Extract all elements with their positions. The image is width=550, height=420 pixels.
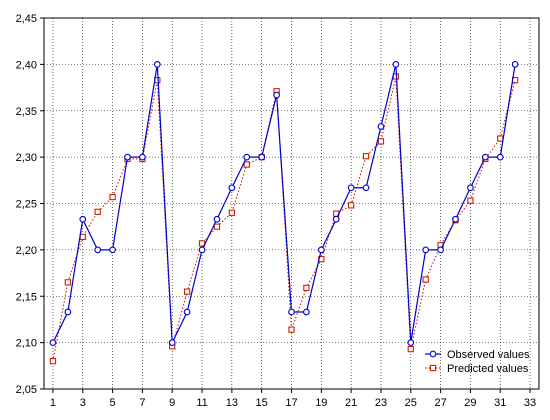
predicted-values-point (303, 284, 310, 292)
observed-values-point (273, 91, 280, 99)
predicted-values-point (243, 161, 250, 168)
observed-values-point (213, 215, 221, 223)
observed-values-point (124, 153, 131, 161)
observed-values-point (407, 339, 415, 346)
observed-values-point (437, 246, 444, 254)
observed-values-point (332, 215, 340, 223)
x-tick-label: 21 (345, 397, 357, 409)
observed-values-point (79, 215, 87, 223)
observed-values-legend-label: Observed values (447, 349, 530, 361)
predicted-values-point (288, 326, 295, 333)
x-tick-label: 23 (375, 397, 387, 409)
observed-values-point (228, 184, 236, 192)
x-tick-label: 15 (256, 397, 268, 409)
axes: 2,052,102,152,202,252,302,352,402,451 3 5 7… (16, 13, 537, 409)
predicted-values-point (94, 208, 101, 215)
x-tick-label: 17 (285, 397, 297, 409)
x-tick-label: 19 (315, 397, 327, 409)
observed-values-point (49, 339, 57, 346)
x-tick-label: 1 (50, 397, 56, 409)
series (49, 61, 519, 365)
predicted-values-point (49, 358, 57, 365)
observed-values-point (347, 184, 355, 192)
y-tick-label: 2,45 (16, 13, 37, 25)
x-tick-label: 9 (169, 397, 175, 409)
observed-values-point (377, 123, 385, 130)
predicted-values-point (347, 202, 355, 209)
observed-values-point (198, 246, 206, 254)
observed-values-point (153, 61, 161, 68)
observed-values-point (317, 246, 325, 254)
x-tick-label: 7 (139, 397, 145, 409)
legend: Observed values Predicted values (425, 349, 530, 375)
observed-values-legend-marker (429, 350, 437, 358)
predicted-values-point (422, 276, 429, 283)
observed-values-point (467, 184, 474, 192)
predicted-values-legend-label: Predicted values (447, 363, 529, 375)
observed-values-point (64, 308, 72, 316)
observed-values-point (392, 61, 400, 68)
y-tick-label: 2,40 (16, 59, 37, 71)
y-tick-label: 2,25 (16, 199, 37, 211)
y-tick-label: 2,30 (16, 152, 37, 164)
grid (44, 17, 539, 390)
observed-values-point (452, 215, 459, 223)
predicted-values-point (467, 197, 474, 204)
x-tick-label: 11 (196, 397, 207, 409)
predicted-values-point (213, 223, 221, 230)
y-tick-label: 2,15 (16, 291, 37, 303)
x-tick-label: 5 (110, 397, 116, 409)
predicted-values-point (228, 209, 236, 216)
observed-values-point (496, 153, 504, 161)
predicted-values-point (362, 153, 370, 160)
observed-values-point (258, 153, 266, 161)
observed-values-point (109, 246, 116, 254)
observed-values-point (303, 308, 310, 316)
observed-values-point (183, 308, 191, 316)
y-tick-label: 2,35 (16, 106, 37, 118)
predicted-values-point (183, 288, 191, 295)
predicted-values-legend-marker (429, 364, 437, 372)
x-tick-label: 31 (494, 397, 506, 409)
x-tick-label: 13 (226, 397, 238, 409)
x-tick-label: 27 (434, 397, 446, 409)
predicted-values-point (109, 193, 116, 201)
predicted-values-point (407, 345, 414, 353)
x-tick-label: 25 (405, 397, 417, 409)
y-tick-label: 2,20 (16, 245, 37, 257)
predicted-values-point (79, 233, 86, 241)
observed-values-point (511, 61, 519, 68)
x-tick-label: 3 (80, 397, 86, 409)
x-tick-label: 29 (464, 397, 476, 409)
predicted-values-point (64, 279, 72, 286)
observed-values-point (94, 246, 102, 254)
x-tick-label: 33 (524, 397, 536, 409)
observed-values-point (243, 153, 251, 161)
y-tick-label: 2,10 (16, 338, 37, 350)
observed-values-point (422, 246, 430, 254)
observed-values-point (139, 153, 146, 161)
observed-values-point (362, 184, 370, 192)
predicted-values-point (377, 138, 385, 145)
observed-values-point (481, 153, 489, 161)
y-tick-label: 2,05 (16, 384, 37, 396)
observed-values-point (288, 308, 295, 316)
observed-values-point (168, 339, 176, 346)
predicted-values-point (497, 135, 504, 142)
